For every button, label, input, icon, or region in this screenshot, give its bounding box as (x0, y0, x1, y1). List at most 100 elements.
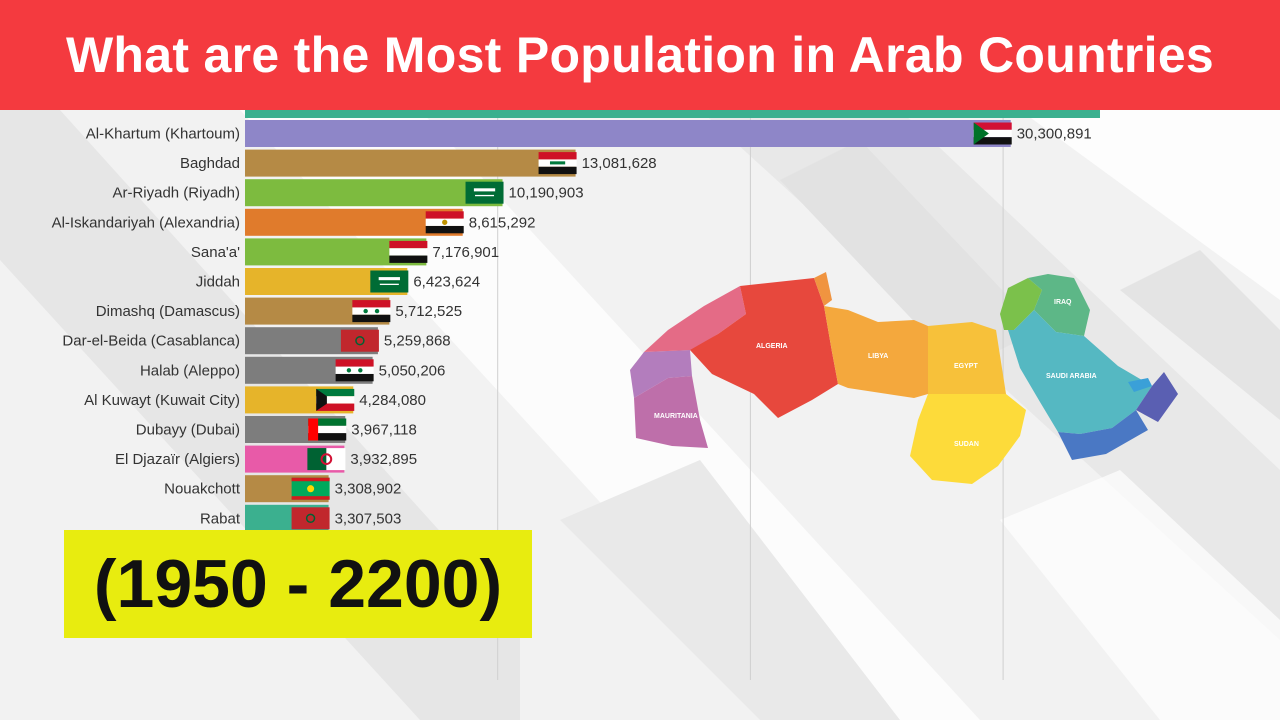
map-region-western-sahara (630, 350, 692, 398)
flag-stripe (389, 255, 428, 263)
category-label: Dimashq (Damascus) (96, 303, 240, 320)
category-label: Baghdad (180, 155, 240, 172)
map-label-algeria: ALGERIA (756, 343, 788, 350)
value-label: 3,308,902 (335, 481, 402, 498)
flag-star (363, 308, 368, 314)
flag-stripe (291, 496, 330, 500)
map-region-uae (1128, 378, 1152, 392)
flag-stripe (316, 403, 355, 411)
flag-emblem (320, 453, 333, 465)
flag-stripe (352, 300, 391, 308)
map-label-sudan: SUDAN (954, 441, 979, 448)
flag-field (340, 329, 379, 352)
value-label: 13,081,628 (582, 155, 657, 172)
category-label: El Djazaïr (Algiers) (115, 451, 240, 468)
flag-emblem (442, 219, 448, 225)
map-region-saudi-arabia (1008, 310, 1152, 434)
flag-stripe (538, 166, 577, 175)
flag-stripe (308, 425, 347, 434)
flag-field (291, 507, 330, 530)
flag-stripe (308, 418, 347, 426)
category-label: Al-Khartum (Khartoum) (86, 126, 240, 143)
flag-emblem (549, 161, 566, 165)
map-label-egypt: EGYPT (954, 363, 978, 370)
map-label-iraq: IRAQ (1054, 299, 1072, 306)
flag-stripe (291, 477, 330, 482)
map-region-sudan (910, 394, 1026, 484)
category-label: Sana'a' (191, 244, 240, 261)
flag-triangle (973, 122, 989, 145)
value-label: 3,307,503 (335, 510, 402, 527)
flag-stripe (308, 433, 347, 441)
flag-emblem (379, 283, 399, 286)
chart-bar (245, 179, 503, 207)
flag-stripe (335, 366, 374, 374)
value-label: 5,712,525 (395, 303, 462, 320)
value-label: 4,284,080 (359, 392, 426, 409)
flag-field (326, 448, 346, 471)
flag-stripe (425, 225, 464, 234)
year-range-badge: (1950 - 2200) (64, 530, 532, 638)
value-label: 7,176,901 (432, 244, 499, 261)
category-label: Ar-Riyadh (Riyadh) (112, 185, 240, 202)
map-region-mauritania (634, 376, 708, 448)
category-label: Halab (Aleppo) (140, 362, 240, 379)
map-label-saudi-arabia: SAUDI ARABIA (1046, 373, 1097, 380)
map-region-iraq (1028, 274, 1090, 336)
value-label: 8,615,292 (469, 214, 536, 231)
category-label: Nouakchott (164, 481, 241, 498)
title-banner: What are the Most Population in Arab Cou… (0, 0, 1280, 110)
flag-emblem (307, 485, 315, 493)
flag-stripe (352, 314, 391, 323)
value-label: 5,050,206 (379, 362, 446, 379)
flag-stripe (335, 359, 374, 367)
category-label: Dubayy (Dubai) (136, 422, 240, 439)
flag-stripe (973, 129, 1012, 138)
category-label: Rabat (200, 510, 241, 527)
flag-emblem (378, 277, 400, 281)
map-region-tunisia (814, 272, 832, 306)
flag-stripe (389, 240, 428, 249)
flag-emblem (475, 194, 495, 197)
map-region-morocco (644, 286, 746, 352)
flag-field (307, 448, 327, 471)
category-label: Al-Iskandariyah (Alexandria) (52, 214, 240, 231)
flag-field (465, 181, 504, 204)
value-label: 6,423,624 (413, 274, 480, 291)
map-label-mauritania: MAURITANIA (654, 413, 698, 420)
flag-stripe (352, 307, 391, 315)
category-label: Dar-el-Beida (Casablanca) (62, 333, 240, 350)
map-region-egypt (928, 322, 1006, 394)
map-region-oman (1136, 372, 1178, 422)
page-title: What are the Most Population in Arab Cou… (65, 27, 1215, 83)
value-label: 10,190,903 (509, 185, 584, 202)
flag-stripe (316, 396, 355, 404)
year-range-text: (1950 - 2200) (93, 546, 503, 622)
flag-emblem (473, 188, 496, 192)
map-region-libya (824, 306, 928, 398)
flag-emblem (355, 335, 365, 346)
flag-stripe (973, 137, 1012, 145)
flag-stripe (538, 152, 577, 160)
flag-stripe (425, 211, 464, 219)
flag-stripe (389, 248, 428, 256)
value-label: 30,300,891 (1017, 126, 1092, 143)
map-label-libya: LIBYA (868, 353, 888, 360)
category-label: Jiddah (196, 274, 240, 291)
category-label: Al Kuwayt (Kuwait City) (84, 392, 240, 409)
flag-star (346, 368, 352, 373)
value-label: 3,967,118 (351, 422, 417, 439)
flag-field (370, 270, 409, 293)
flag-stripe (335, 373, 374, 382)
chart-bar (245, 149, 576, 177)
flag-star (358, 368, 363, 373)
chart-bar-partial (245, 110, 1100, 118)
flag-triangle (316, 388, 327, 411)
map-region-levant (1000, 278, 1042, 330)
map-region-yemen (1058, 410, 1148, 460)
arab-world-map: MAURITANIA ALGERIA LIBYA EGYPT SUDAN IRA… (630, 272, 1178, 484)
flag-star (374, 308, 380, 314)
value-label: 3,932,895 (350, 451, 417, 468)
chart-bar (245, 120, 1011, 147)
value-label: 5,259,868 (384, 333, 451, 350)
